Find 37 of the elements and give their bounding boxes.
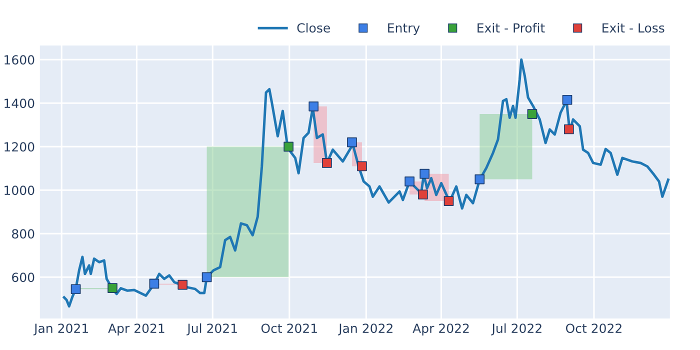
point — [357, 161, 367, 172]
legend-label: Exit - Profit — [478, 22, 545, 33]
x-tick-label: Oct 2022 — [566, 324, 622, 334]
y-tick-label: 1000 — [4, 186, 34, 196]
point — [70, 284, 81, 294]
point — [404, 176, 414, 186]
x-tick-label: Apr 2022 — [412, 324, 469, 336]
legend-label: Exit - Loss — [602, 22, 664, 33]
point — [284, 142, 294, 152]
x-tick-label: Apr 2021 — [108, 324, 164, 336]
point — [322, 158, 332, 168]
point — [562, 94, 572, 105]
point — [347, 137, 357, 148]
point — [108, 283, 118, 293]
x-tick-label: Jan 2022 — [338, 324, 392, 336]
point — [178, 280, 188, 290]
point — [202, 272, 212, 282]
x-tick-label: Oct 2021 — [261, 324, 317, 334]
point — [527, 109, 538, 119]
legend-label: Entry — [388, 23, 420, 36]
point — [420, 168, 430, 179]
x-tick-label: Jul 2021 — [186, 323, 237, 336]
y-tick-label: 1600 — [4, 55, 34, 65]
legend-label: Close — [297, 22, 330, 33]
y-tick-label: 600 — [12, 272, 34, 282]
x-tick-label: Jul 2022 — [491, 323, 542, 336]
point — [474, 174, 485, 184]
y-tick-label: 1400 — [4, 98, 34, 108]
point — [308, 101, 319, 112]
y-tick-label: 1200 — [4, 142, 34, 152]
y-tick-label: 800 — [12, 229, 34, 239]
line-series — [62, 58, 670, 308]
point — [418, 190, 428, 200]
point — [149, 278, 160, 289]
x-tick-label: Jan 2021 — [33, 324, 88, 336]
point — [444, 196, 454, 206]
point — [564, 124, 574, 134]
